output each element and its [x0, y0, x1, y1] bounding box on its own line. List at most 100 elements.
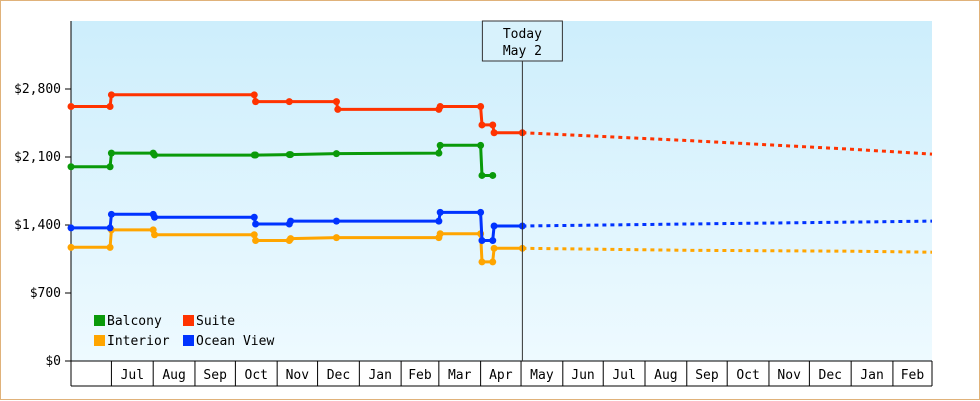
data-point: [478, 171, 486, 179]
series-forecast-line: [522, 131, 933, 156]
data-point: [489, 237, 497, 245]
data-point: [287, 217, 295, 225]
legend-label: Interior: [107, 334, 170, 349]
data-point: [107, 91, 115, 99]
data-point: [252, 220, 260, 228]
x-tick-label: Dec: [327, 368, 350, 383]
data-point: [490, 129, 498, 137]
data-point: [334, 105, 342, 113]
legend-label: Balcony: [107, 314, 162, 329]
legend-item: Suite: [183, 314, 235, 329]
legend-swatch: [94, 315, 105, 326]
x-tick-label: Jun: [571, 368, 594, 383]
today-box: [481, 20, 563, 62]
x-tick-label: May: [530, 368, 554, 383]
series-layer: [67, 91, 933, 266]
data-point: [478, 121, 486, 129]
data-point: [106, 224, 114, 232]
data-point: [107, 149, 115, 157]
data-point: [332, 98, 340, 106]
data-point: [107, 210, 115, 218]
data-point: [287, 235, 295, 243]
series-suite: [67, 91, 933, 156]
data-point: [477, 141, 485, 149]
data-point: [490, 222, 498, 230]
series-forecast-line: [522, 246, 933, 254]
series-balcony: [67, 141, 497, 179]
x-tick-label: Nov: [286, 368, 310, 383]
legend-label: Suite: [196, 314, 235, 329]
data-point: [489, 121, 497, 129]
data-point: [478, 258, 486, 266]
x-tick-label: Jan: [368, 368, 391, 383]
x-tick-label: Feb: [408, 368, 432, 383]
data-point: [250, 231, 258, 239]
x-tick-label: Oct: [736, 368, 759, 383]
data-point: [106, 163, 114, 171]
plot-area: [71, 21, 932, 361]
data-point: [285, 98, 293, 106]
y-tick-label: $700: [30, 286, 61, 301]
legend-swatch: [94, 335, 105, 346]
data-point: [67, 102, 75, 110]
x-tick-label: Nov: [777, 368, 801, 383]
data-point: [252, 237, 260, 245]
x-tick-label: Feb: [901, 368, 925, 383]
data-point: [252, 98, 260, 106]
data-point: [489, 258, 497, 266]
data-point: [436, 230, 444, 238]
data-point: [252, 151, 260, 159]
legend-item: Interior: [94, 334, 170, 349]
x-tick-label: Jul: [612, 368, 635, 383]
x-tick-label: Aug: [654, 368, 677, 383]
data-point: [478, 237, 486, 245]
data-point: [477, 208, 485, 216]
x-tick-label: Aug: [162, 368, 185, 383]
data-point: [250, 91, 258, 99]
data-point: [490, 244, 498, 252]
y-tick-label: $2,100: [14, 150, 61, 165]
data-point: [332, 217, 340, 225]
y-tick-label: $0: [45, 354, 61, 369]
data-point: [436, 208, 444, 216]
data-point: [67, 224, 75, 232]
x-axis: Jul Aug Sep Oct Nov Dec Jan Feb Mar Apr May Jun Jul A…: [71, 360, 933, 387]
series-ocean-view: [67, 208, 933, 245]
data-point: [287, 151, 295, 159]
x-tick-label: Apr: [489, 368, 513, 383]
x-tick-label: Jul: [121, 368, 144, 383]
legend: Balcony Suite Interior Ocean View: [94, 314, 274, 349]
x-tick-label: Sep: [203, 368, 227, 383]
data-point: [477, 102, 485, 110]
data-point: [106, 243, 114, 251]
x-tick-label: Dec: [819, 368, 842, 383]
legend-swatch: [183, 335, 194, 346]
x-tick-label: Oct: [245, 368, 268, 383]
data-point: [436, 102, 444, 110]
today-marker: Today May 2: [481, 20, 563, 361]
series-forecast-line: [522, 219, 933, 228]
data-point: [435, 149, 443, 157]
y-tick-label: $2,800: [14, 82, 61, 97]
legend-label: Ocean View: [196, 334, 274, 349]
x-tick-label: Jan: [860, 368, 883, 383]
data-point: [67, 243, 75, 251]
data-point: [106, 102, 114, 110]
data-point: [332, 150, 340, 158]
legend-item: Ocean View: [183, 334, 274, 349]
legend-swatch: [183, 315, 194, 326]
x-tick-label: Mar: [448, 368, 472, 383]
data-point: [151, 231, 159, 239]
data-point: [435, 217, 443, 225]
today-label: Today: [503, 27, 542, 42]
legend-item: Balcony: [94, 314, 162, 329]
x-tick-label: Sep: [695, 368, 719, 383]
data-point: [151, 151, 159, 159]
data-point: [332, 234, 340, 242]
data-point: [67, 163, 75, 171]
data-point: [489, 171, 497, 179]
y-tick-label: $1,400: [14, 218, 61, 233]
today-date: May 2: [503, 44, 542, 59]
